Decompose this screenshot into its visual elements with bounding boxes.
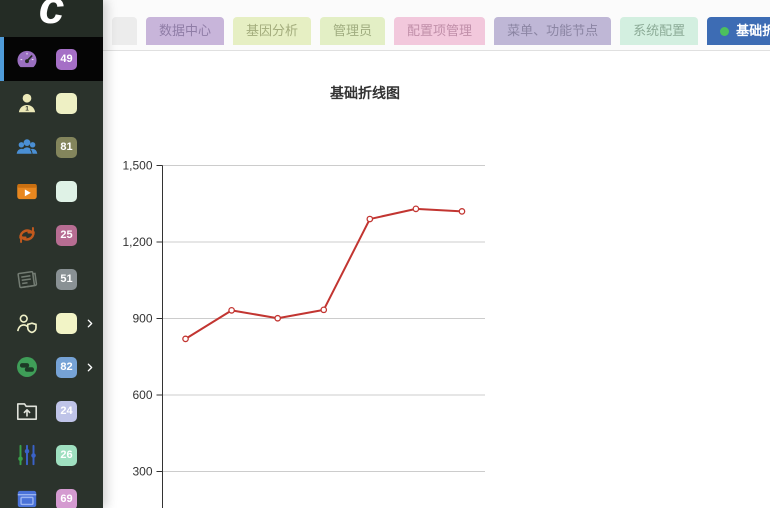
- data-point: [458, 208, 466, 215]
- sidebar-item-media[interactable]: [0, 169, 103, 213]
- count-badge: 81: [56, 136, 77, 158]
- line-chart-svg: 1,500 1,200 900 600 300: [122, 159, 485, 508]
- sidebar-menu: 49 1 81 25 51: [0, 37, 103, 508]
- active-indicator-bar: [0, 37, 4, 81]
- tab-bar: 数据中心 基因分析 管理员 配置项管理 菜单、功能节点 系统配置 基础折线图: [103, 0, 770, 51]
- tab-菜单、功能节点[interactable]: 菜单、功能节点: [494, 17, 612, 45]
- tab-label: 数据中心: [159, 23, 212, 38]
- data-point: [228, 306, 235, 314]
- tab-管理员[interactable]: 管理员: [320, 17, 386, 45]
- data-point: [320, 306, 328, 314]
- tab-配置项管理[interactable]: 配置项管理: [394, 17, 486, 45]
- tab-基因分析[interactable]: 基因分析: [233, 17, 312, 45]
- data-point: [182, 335, 189, 343]
- logo[interactable]: c: [0, 0, 103, 37]
- chart-title: 基础折线图: [330, 85, 400, 101]
- data-point: [274, 314, 282, 322]
- count-badge: [56, 312, 77, 334]
- news-icon: [14, 266, 40, 292]
- users-icon: [14, 134, 40, 160]
- tab-系统配置[interactable]: 系统配置: [620, 17, 699, 45]
- count-badge: 25: [56, 224, 77, 246]
- count-badge: 51: [56, 268, 77, 290]
- sidebar-item-user-security[interactable]: [0, 301, 103, 345]
- y-axis-label: 1,200: [122, 235, 152, 249]
- active-tab-dot-icon: [720, 26, 730, 36]
- tab-基础折线图[interactable]: 基础折线图: [707, 17, 770, 45]
- sliders-icon: [14, 442, 40, 468]
- chevron-right-icon: [85, 361, 95, 374]
- sidebar-item-user[interactable]: 1: [0, 81, 103, 125]
- tab-label: 菜单、功能节点: [507, 23, 599, 38]
- user-shield-icon: [14, 310, 40, 336]
- tab-数据中心[interactable]: 数据中心: [146, 17, 225, 45]
- user-icon: 1: [14, 90, 40, 116]
- y-axis-label: 1,500: [122, 159, 152, 173]
- count-badge: [56, 180, 77, 202]
- svg-text:1: 1: [25, 106, 29, 113]
- y-axis-label: 900: [132, 312, 152, 326]
- count-badge: 26: [56, 444, 77, 466]
- tab-label: 基础折线图: [736, 23, 770, 38]
- logo-glyph: c: [38, 0, 65, 33]
- sidebar-item-news[interactable]: 51: [0, 257, 103, 301]
- sidebar-item-window[interactable]: 69: [0, 477, 103, 508]
- y-axis-label: 600: [132, 388, 152, 402]
- gauge-icon: [14, 46, 40, 72]
- tab-label: 基因分析: [246, 23, 299, 38]
- sidebar-item-sliders[interactable]: 26: [0, 433, 103, 477]
- tab-label: 管理员: [333, 23, 373, 38]
- line-series: [185, 207, 463, 340]
- sidebar-item-dashboard[interactable]: 49: [0, 37, 103, 81]
- sidebar-item-folder-upload[interactable]: 24: [0, 389, 103, 433]
- sidebar-item-user-groups[interactable]: 81: [0, 125, 103, 169]
- sidebar: c 49 1 81 25: [0, 0, 103, 508]
- tab-partial[interactable]: [112, 17, 137, 45]
- y-axis-label: 300: [132, 465, 152, 479]
- cloud-sync-icon: [14, 222, 40, 248]
- count-badge: 24: [56, 400, 77, 422]
- count-badge: 69: [56, 488, 77, 508]
- sidebar-item-cloud-sync[interactable]: 25: [0, 213, 103, 257]
- chart-panel: 基础折线图 1,500 1,200 900 600 300: [103, 51, 770, 508]
- data-point: [366, 215, 374, 223]
- folder-up-icon: [14, 398, 40, 424]
- media-icon: [14, 178, 40, 204]
- window-icon: [14, 486, 40, 508]
- sidebar-item-vehicles[interactable]: 82: [0, 345, 103, 389]
- count-badge: [56, 92, 77, 114]
- count-badge: 82: [56, 356, 77, 378]
- tab-label: 配置项管理: [407, 23, 473, 38]
- count-badge: 49: [56, 48, 77, 70]
- chevron-right-icon: [85, 317, 95, 330]
- data-point: [412, 205, 420, 213]
- cars-icon: [14, 354, 40, 380]
- tab-label: 系统配置: [633, 23, 686, 38]
